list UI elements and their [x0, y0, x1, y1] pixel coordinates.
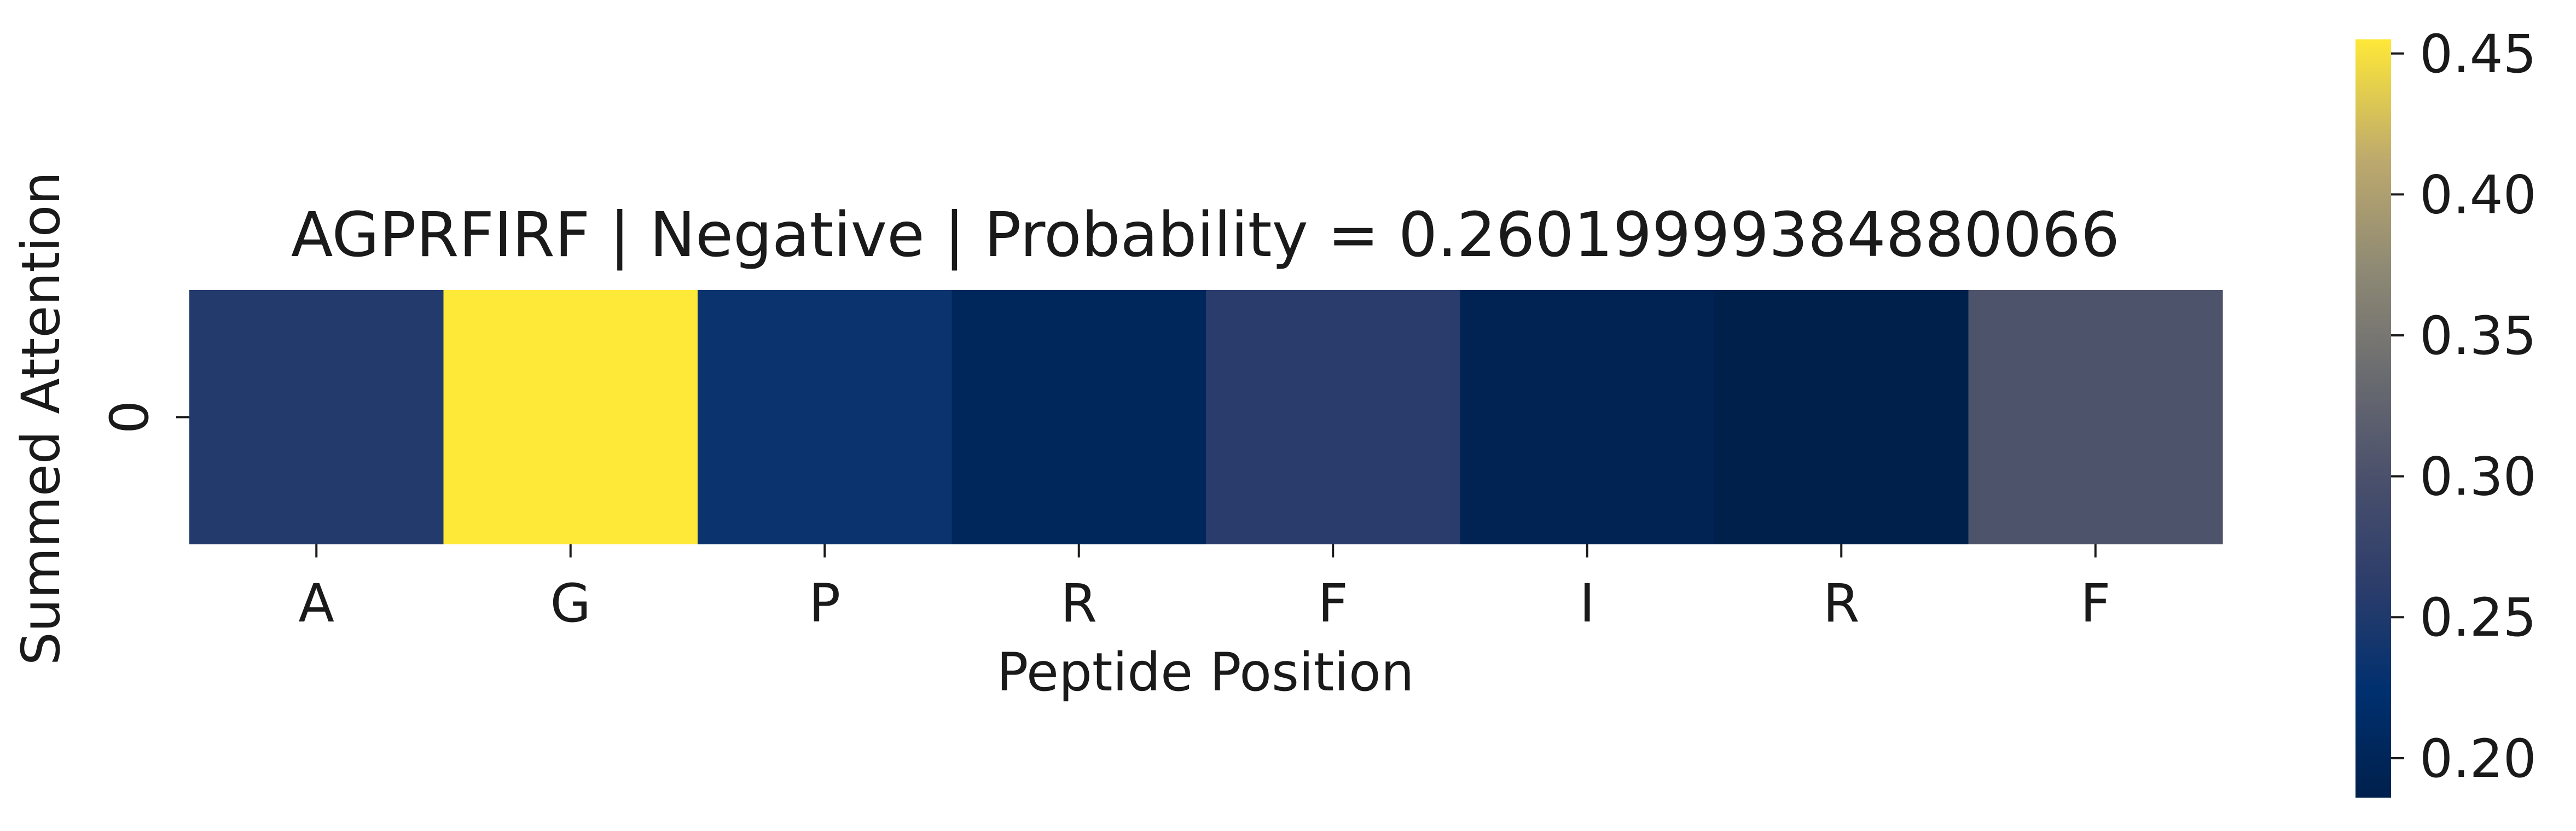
x-tick-label: A: [298, 573, 334, 634]
chart-title: AGPRFIRF | Negative | Probability = 0.26…: [291, 200, 2120, 271]
heatmap-cell: [1714, 290, 1969, 544]
x-tick-label: P: [809, 573, 840, 634]
x-tick-label: R: [1060, 573, 1097, 634]
colorbar: [2355, 39, 2391, 798]
x-tick-label: F: [1318, 573, 1348, 634]
heatmap-cell: [698, 290, 953, 544]
colorbar-ticks: 0.20 0.25 0.30 0.35 0.40 0.45: [2391, 24, 2537, 789]
colorbar-tick-label: 0.30: [2420, 446, 2537, 508]
y-axis-ticks: 0: [99, 400, 189, 434]
colorbar-tick-label: 0.35: [2420, 305, 2537, 367]
colorbar-tick-label: 0.25: [2420, 587, 2537, 648]
heatmap-cell: [1460, 290, 1715, 544]
heatmap-cell: [952, 290, 1206, 544]
colorbar-tick-label: 0.20: [2420, 728, 2537, 789]
heatmap-cells: [189, 290, 2223, 544]
colorbar-tick-label: 0.45: [2420, 24, 2537, 85]
x-tick-label: G: [550, 573, 591, 634]
x-tick-label: F: [2080, 573, 2110, 634]
heatmap-cell: [189, 290, 444, 544]
x-axis-label: Peptide Position: [996, 642, 1414, 703]
heatmap-cell: [1206, 290, 1461, 544]
colorbar-tick-label: 0.40: [2420, 164, 2537, 225]
heatmap-cell: [1968, 290, 2223, 544]
y-axis-label: Summed Attention: [10, 172, 72, 665]
y-tick-label: 0: [99, 400, 160, 434]
x-tick-label: R: [1823, 573, 1860, 634]
x-tick-label: I: [1580, 573, 1595, 634]
heatmap-cell: [443, 290, 698, 544]
